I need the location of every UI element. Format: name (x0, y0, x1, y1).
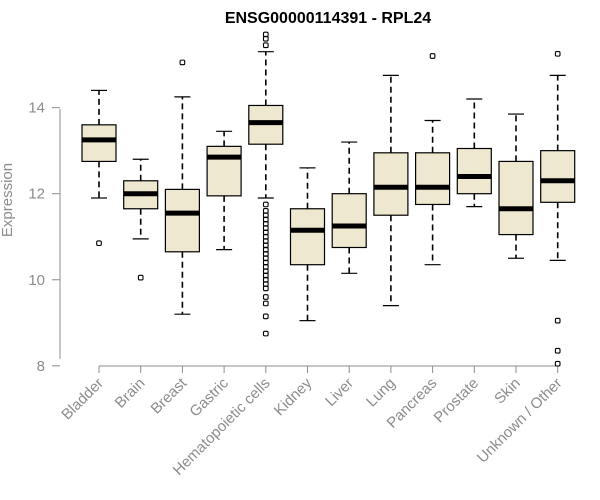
outlier-point (137, 274, 144, 281)
box-brain (123, 158, 159, 281)
chart-title: ENSG00000114391 - RPL24 (225, 10, 431, 27)
x-tick-label: Bladder (58, 375, 107, 424)
outlier-point (96, 240, 102, 247)
box-breast (164, 59, 200, 315)
y-tick-label: 12 (28, 186, 45, 203)
x-tick-label: Lung (363, 375, 399, 411)
outlier-point (554, 360, 561, 367)
y-ticks: 8 10 12 14 (28, 100, 60, 375)
iqr-box (164, 188, 200, 253)
box-gastric (206, 130, 242, 251)
box-prostate (456, 98, 492, 208)
box-liver (331, 141, 367, 274)
outlier-point (554, 347, 561, 354)
outlier-point (262, 42, 269, 49)
y-tick-label: 14 (28, 100, 45, 117)
box-bladder (81, 89, 117, 247)
iqr-box (373, 152, 409, 216)
box-hematopoietic-cells (248, 31, 284, 337)
outlier-point (262, 201, 269, 208)
y-axis-label: Expression (0, 163, 16, 237)
iqr-box (289, 208, 326, 266)
x-tick-label: Breast (148, 374, 191, 417)
y-tick-label: 10 (28, 272, 45, 289)
iqr-box (456, 147, 492, 195)
iqr-box (206, 145, 242, 197)
outlier-point (262, 285, 269, 292)
outlier-point (179, 59, 186, 66)
iqr-box (415, 152, 451, 206)
outlier-point (554, 50, 561, 57)
outlier-point (262, 294, 269, 300)
outlier-point (262, 300, 269, 307)
outlier-point (429, 53, 436, 59)
x-tick-label: Liver (322, 375, 357, 410)
iqr-box (498, 160, 534, 236)
boxes (81, 31, 576, 367)
box-kidney (289, 167, 326, 322)
box-skin (498, 113, 534, 259)
x-tick-label: Kidney (271, 374, 316, 419)
x-tick-label: Skin (491, 375, 524, 408)
box-lung (373, 74, 409, 307)
outlier-point (262, 313, 269, 320)
box-unknown-other (540, 50, 576, 367)
x-tick-label: Brain (112, 375, 149, 412)
iqr-box (331, 193, 367, 249)
box-pancreas (415, 53, 451, 266)
outlier-point (554, 317, 561, 324)
x-tick-label: Prostate (431, 375, 483, 427)
y-tick-label: 8 (37, 358, 45, 375)
iqr-box (540, 150, 576, 203)
outlier-point (262, 330, 269, 337)
iqr-box (81, 124, 117, 163)
outlier-point (262, 31, 269, 38)
